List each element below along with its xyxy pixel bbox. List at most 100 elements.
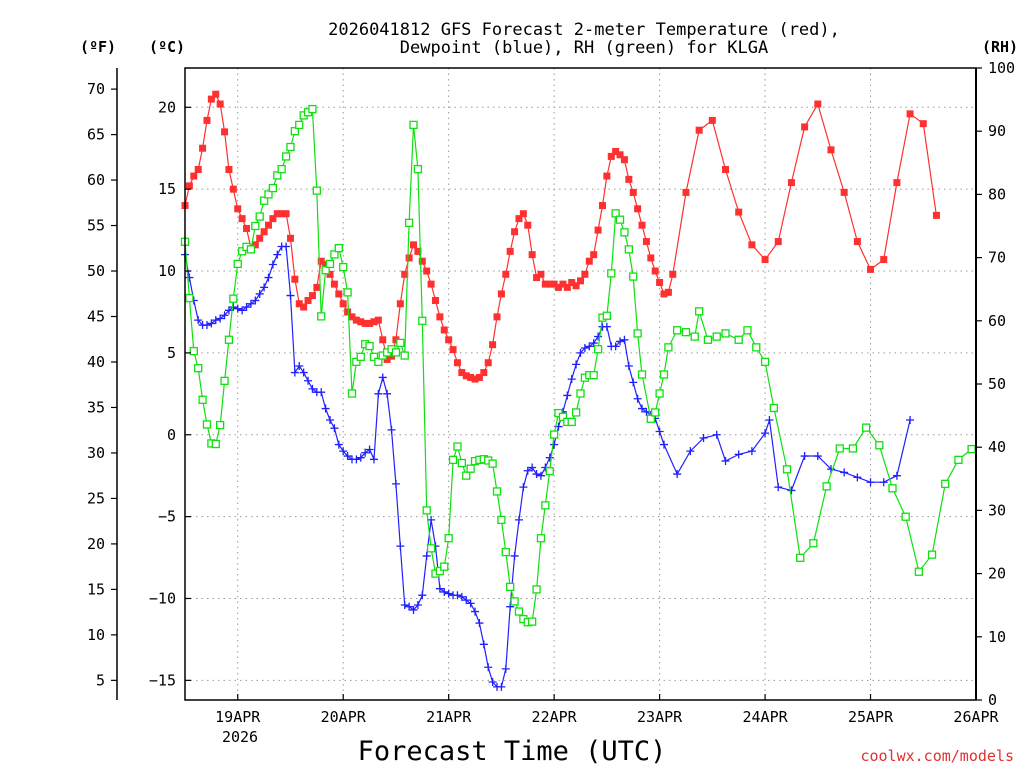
data-point — [532, 470, 541, 479]
data-point — [334, 440, 343, 449]
axis-ticks: 19APR 20APR 21APR 22APR 23APR 24APR 25APR 26APR… — [87, 59, 1015, 726]
series-dewpoint — [181, 242, 915, 691]
data-point — [602, 322, 611, 331]
data-point — [695, 307, 704, 316]
data-point — [379, 336, 387, 344]
rh-tick-label: 40 — [988, 438, 1006, 456]
data-point — [392, 336, 400, 344]
data-point — [624, 361, 633, 370]
data-point — [616, 337, 625, 346]
data-point — [752, 343, 761, 352]
data-point — [514, 515, 523, 524]
fahrenheit-tick-label: 15 — [87, 580, 105, 598]
data-point — [269, 215, 277, 223]
data-point — [352, 316, 360, 324]
data-point — [255, 289, 264, 298]
data-point — [563, 283, 571, 291]
data-point — [357, 318, 365, 326]
data-point — [651, 267, 659, 275]
data-point — [268, 183, 278, 193]
data-point — [593, 345, 603, 354]
data-point — [536, 534, 546, 543]
data-point — [290, 127, 300, 136]
data-point — [216, 420, 225, 430]
data-point — [304, 376, 313, 385]
data-point — [374, 316, 382, 324]
data-point — [686, 447, 695, 456]
data-point — [620, 228, 629, 237]
fahrenheit-tick-label: 20 — [87, 535, 105, 553]
x-axis-title: Forecast Time (UTC) — [358, 736, 667, 767]
data-point — [286, 291, 295, 300]
data-point — [549, 430, 559, 439]
data-point — [194, 166, 202, 174]
data-point — [479, 640, 488, 649]
data-point — [638, 221, 646, 229]
data-point — [400, 601, 409, 610]
data-point — [212, 90, 220, 98]
data-point — [348, 313, 356, 321]
data-point — [321, 266, 330, 275]
data-point — [722, 166, 730, 174]
data-point — [734, 335, 743, 344]
data-point — [322, 260, 330, 268]
data-point — [356, 352, 365, 361]
data-point — [655, 427, 664, 436]
data-point — [356, 453, 365, 462]
data-point — [326, 416, 335, 425]
data-point — [334, 243, 343, 253]
data-point — [185, 273, 194, 282]
data-point — [339, 300, 347, 308]
data-point — [748, 241, 756, 249]
series-2-meter-temperature — [181, 90, 940, 383]
data-point — [800, 452, 809, 461]
data-point — [370, 318, 378, 326]
data-point — [405, 602, 414, 611]
data-point — [541, 280, 549, 288]
data-point — [330, 250, 339, 259]
data-point — [541, 501, 550, 510]
data-point — [638, 404, 647, 413]
data-point — [690, 332, 699, 341]
data-point — [299, 368, 308, 377]
data-point — [941, 479, 950, 489]
data-point — [317, 388, 326, 397]
data-point — [760, 357, 770, 367]
data-point — [251, 296, 260, 305]
data-point — [568, 278, 576, 286]
data-point — [558, 412, 568, 422]
data-point — [466, 599, 475, 608]
data-point — [202, 321, 211, 330]
data-point — [273, 210, 281, 218]
rh-tick-label: 20 — [988, 565, 1006, 583]
data-point — [673, 326, 682, 335]
data-point — [387, 425, 396, 434]
data-point — [853, 238, 861, 246]
data-point — [888, 484, 897, 493]
data-point — [585, 342, 594, 351]
data-point — [492, 487, 502, 496]
data-point — [259, 196, 269, 205]
data-point — [229, 185, 237, 193]
data-point — [533, 274, 541, 282]
data-point — [848, 444, 858, 453]
data-point — [207, 95, 215, 103]
data-point — [514, 607, 524, 616]
data-point — [202, 420, 212, 429]
data-point — [401, 270, 409, 278]
data-point — [536, 471, 545, 480]
data-point — [708, 116, 716, 124]
data-point — [545, 453, 554, 462]
rh-tick-label: 10 — [988, 628, 1006, 646]
data-point — [369, 455, 378, 464]
data-point — [453, 442, 462, 451]
data-point — [308, 292, 316, 300]
x-tick-label: 20APR — [321, 708, 367, 726]
data-point — [589, 371, 598, 380]
data-point — [264, 273, 273, 282]
data-point — [927, 550, 937, 559]
data-point — [550, 280, 558, 288]
data-point — [418, 316, 427, 325]
celsius-tick-label: 15 — [158, 180, 176, 198]
data-point — [721, 456, 730, 465]
